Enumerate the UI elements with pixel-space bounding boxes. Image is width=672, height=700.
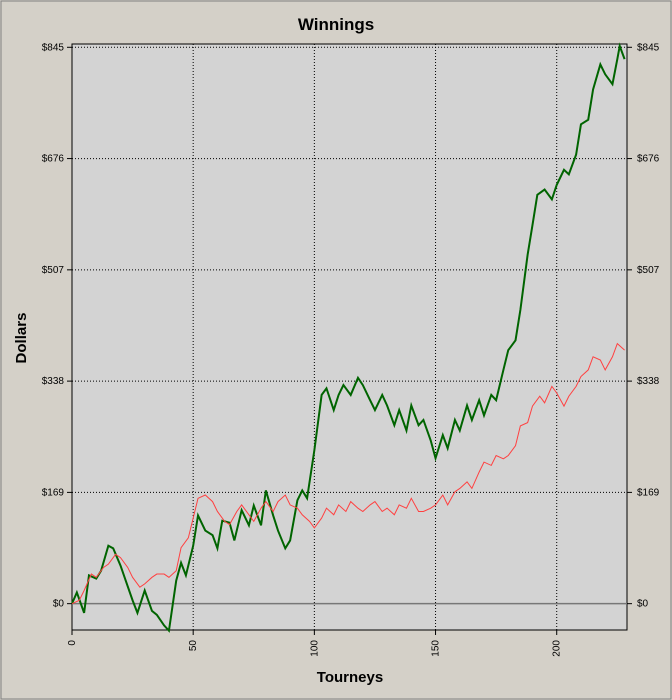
x-tick-label: 0 <box>67 640 78 646</box>
y2-tick-label: $0 <box>637 599 649 610</box>
y-tick-label: $0 <box>53 599 65 610</box>
x-tick-label: 100 <box>309 640 320 657</box>
x-axis-label: Tourneys <box>317 669 383 686</box>
y-tick-label: $338 <box>42 376 65 387</box>
y2-tick-label: $338 <box>637 376 660 387</box>
series-line <box>71 342 625 605</box>
x-tick-label: 150 <box>431 640 442 657</box>
y2-tick-label: $169 <box>637 487 660 498</box>
y-axis-label: Dollars <box>13 313 30 364</box>
series-line <box>71 42 626 633</box>
y-tick-label: $507 <box>42 265 65 276</box>
y-tick-label: $676 <box>42 154 65 165</box>
y-tick-label: $845 <box>42 42 65 53</box>
y-tick-label: $169 <box>42 487 65 498</box>
plot-area <box>71 43 628 631</box>
y2-tick-label: $845 <box>637 42 660 53</box>
x-tick-label: 50 <box>188 640 199 652</box>
chart-title: Winnings <box>298 15 374 34</box>
x-tick-label: 200 <box>552 640 563 657</box>
y2-tick-label: $507 <box>637 265 660 276</box>
y2-tick-label: $676 <box>637 154 660 165</box>
